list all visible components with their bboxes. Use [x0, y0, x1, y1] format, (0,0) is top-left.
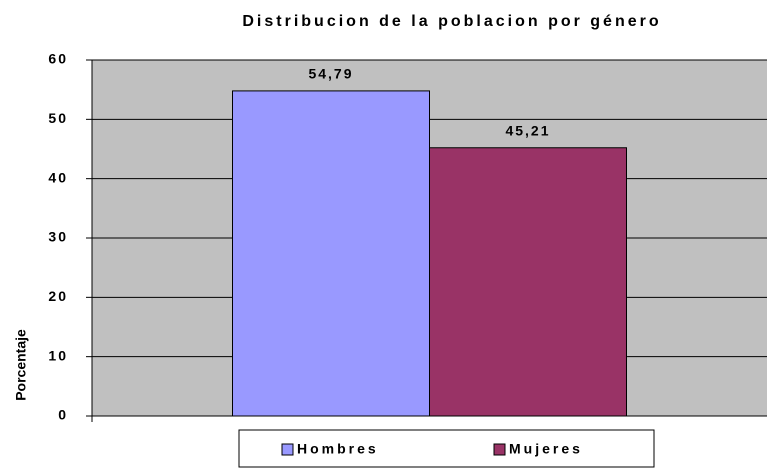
value-label: 45,21: [505, 122, 550, 138]
legend-label: Hombres: [297, 441, 379, 457]
chart-title: Distribucion de la poblacion por género: [242, 13, 661, 30]
y-tick-label: 40: [48, 169, 68, 185]
bar: [232, 90, 430, 417]
value-label: 54,79: [308, 66, 353, 82]
bar: [429, 147, 627, 417]
y-tick-label: 0: [58, 407, 68, 423]
legend-label: Mujeres: [509, 441, 583, 457]
legend-swatch: [281, 443, 294, 456]
y-tick-label: 10: [48, 347, 68, 363]
y-tick-label: 30: [48, 229, 68, 245]
legend-box: [238, 429, 655, 468]
y-axis-label: Porcentaje: [13, 329, 29, 401]
y-tick-label: 50: [48, 110, 68, 126]
legend-swatch: [493, 443, 506, 456]
y-tick-label: 60: [48, 51, 68, 67]
y-tick-label: 20: [48, 288, 68, 304]
